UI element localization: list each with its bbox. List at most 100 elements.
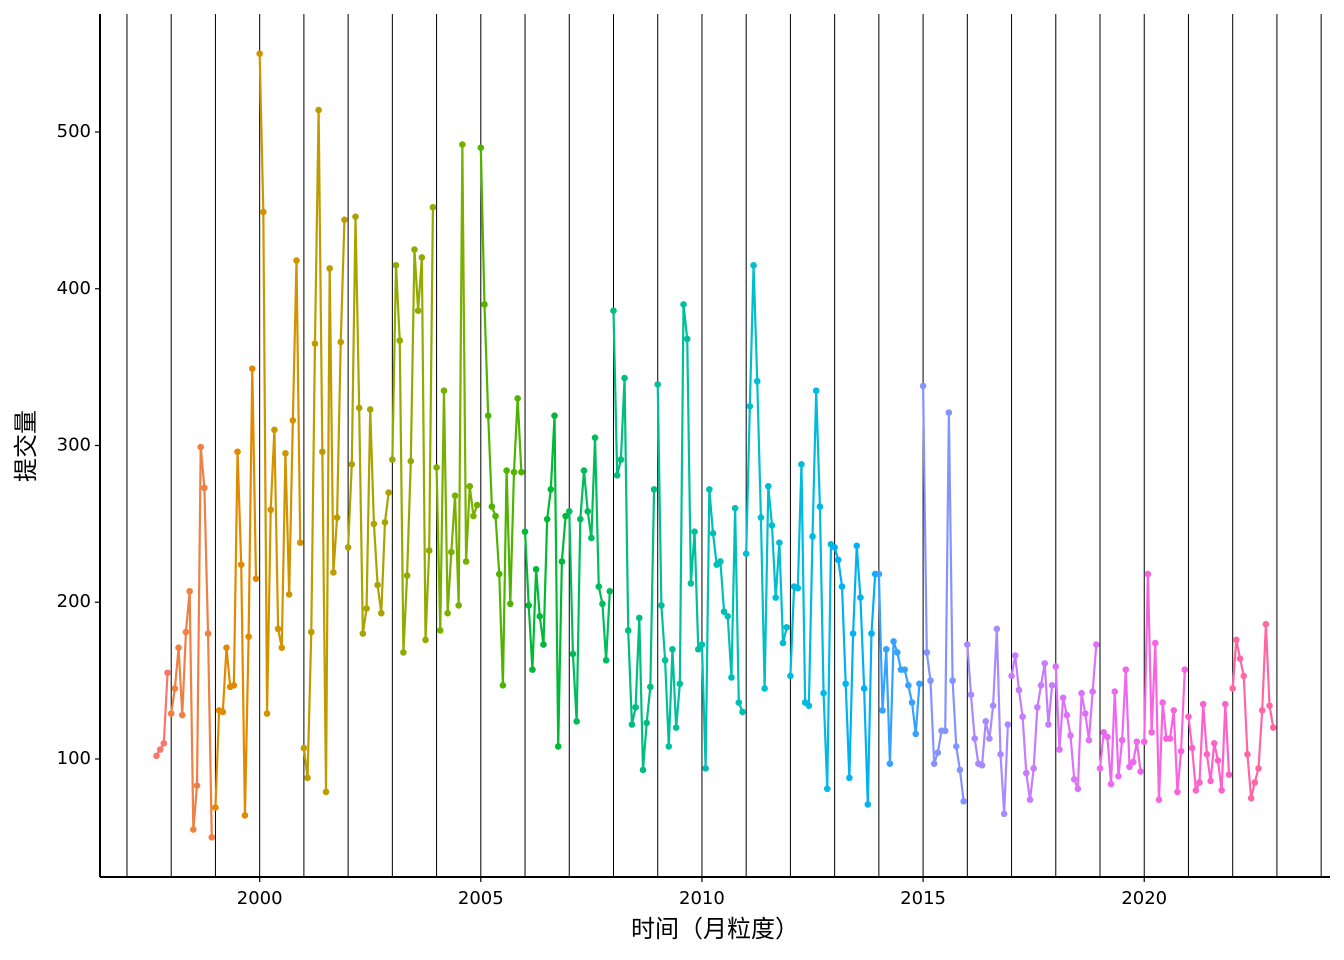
point (650, 486, 658, 493)
point (621, 374, 628, 382)
series-line (1098, 668, 1142, 786)
point (812, 387, 820, 394)
y-tick-label: 100 (57, 748, 91, 769)
point (300, 744, 308, 752)
point (296, 539, 304, 546)
point (1188, 744, 1196, 752)
point (613, 471, 621, 479)
point (779, 639, 787, 647)
point (838, 583, 846, 590)
point (661, 656, 669, 664)
point (1093, 641, 1100, 648)
point (414, 307, 422, 315)
point (1078, 689, 1085, 697)
point (171, 685, 179, 692)
point (764, 482, 772, 490)
point (156, 746, 164, 753)
point (1262, 620, 1270, 628)
point (890, 638, 897, 645)
series-line (656, 303, 700, 748)
point (167, 710, 175, 717)
y-tick-label: 200 (57, 591, 91, 612)
point (694, 645, 702, 653)
point (1203, 750, 1211, 758)
point (724, 613, 732, 620)
series-line (435, 143, 479, 632)
point (333, 514, 341, 521)
point (930, 760, 938, 767)
point (853, 542, 861, 550)
point (584, 508, 592, 515)
point (473, 501, 481, 509)
point (322, 788, 330, 796)
series-line (1054, 644, 1098, 790)
point (1070, 776, 1078, 783)
point (352, 213, 359, 220)
series-line (833, 544, 877, 806)
point (989, 702, 997, 709)
point (1196, 779, 1203, 786)
point (1207, 777, 1214, 785)
point (923, 649, 931, 656)
series-line (1231, 623, 1275, 800)
x-tick-label: 2020 (1121, 888, 1167, 909)
point (1030, 765, 1037, 772)
point (462, 558, 470, 565)
point (293, 257, 300, 264)
point (709, 529, 717, 537)
point (330, 569, 337, 576)
series-line (1187, 703, 1231, 792)
point (374, 581, 381, 589)
point (934, 749, 942, 757)
point (422, 636, 429, 644)
series-line (391, 207, 435, 654)
point (396, 337, 404, 344)
point (562, 512, 569, 520)
point (219, 708, 227, 716)
point (521, 528, 529, 536)
point (197, 443, 205, 451)
point (529, 666, 536, 673)
point (389, 456, 396, 463)
point (481, 301, 488, 308)
point (960, 797, 967, 805)
point (956, 766, 964, 774)
point (864, 801, 872, 808)
point (783, 624, 791, 631)
point (702, 765, 709, 772)
point (982, 718, 990, 725)
point (1244, 750, 1251, 758)
series-line (258, 53, 302, 715)
point (875, 570, 883, 578)
point (1011, 652, 1019, 659)
series-line (523, 414, 567, 748)
point (720, 608, 728, 615)
point (680, 301, 687, 308)
point (1181, 666, 1189, 673)
point (285, 591, 293, 598)
point (1155, 796, 1163, 804)
point (588, 534, 595, 542)
point (326, 265, 333, 272)
point (794, 584, 802, 592)
point (344, 544, 352, 551)
x-tick-label: 2005 (458, 888, 504, 909)
point (761, 685, 768, 692)
point (849, 630, 857, 637)
point (1004, 721, 1012, 728)
point (717, 558, 724, 565)
point (540, 641, 547, 648)
point (676, 680, 684, 688)
point (466, 482, 474, 490)
point (728, 674, 735, 681)
point (565, 508, 573, 515)
point (1063, 711, 1071, 719)
point (1052, 663, 1060, 670)
point (558, 558, 566, 565)
series-line (612, 310, 656, 772)
point (407, 457, 415, 465)
point (1222, 700, 1229, 708)
point (193, 782, 201, 789)
point (1015, 686, 1023, 694)
